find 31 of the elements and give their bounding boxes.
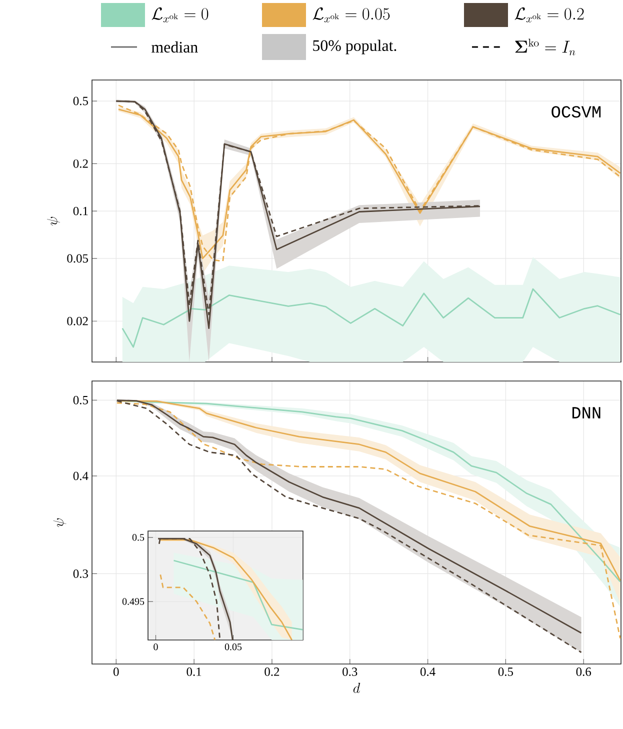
y-tick-label: 0.2	[73, 159, 88, 168]
y-tick-label: 0.4	[73, 472, 88, 480]
text: 50% populat.	[313, 40, 396, 54]
y-axis-title: $\psi$	[53, 518, 66, 527]
y-axis-title: $\psi$	[47, 216, 60, 226]
x-tick-label: 0	[114, 668, 119, 676]
text: DNN	[572, 407, 600, 418]
x-tick-label: 0.1	[186, 668, 202, 676]
y-tick-label: 0.5	[73, 396, 88, 404]
text: $\mathbf{\Sigma}^{\mathrm{ko}} = I_n$	[515, 38, 576, 56]
y-tick-label: 0.05	[67, 254, 88, 263]
legend-label: $\mathcal{L}_{x^{\mathrm{ok}}} = 0.05$	[312, 7, 390, 22]
y-tick-label: 0.1	[73, 206, 88, 216]
legend-label: $\mathcal{L}_{x^{\mathrm{ok}}} = 0$	[152, 7, 208, 22]
line-series	[122, 288, 621, 348]
legend-label: $\mathcal{L}_{x^{\mathrm{ok}}} = 0.2$	[514, 7, 584, 22]
x-tick-label: 0.6	[576, 668, 592, 676]
x-axis-title: $d$	[353, 682, 360, 693]
y-tick-label: 0.3	[73, 569, 88, 578]
text: median	[152, 41, 198, 53]
y-tick-label: 0.495	[122, 598, 144, 605]
x-tick-label: 0.2	[264, 668, 280, 676]
x-tick-label: 0.3	[342, 668, 358, 676]
y-tick-label: 0.02	[67, 316, 88, 326]
x-tick-label: 0	[154, 644, 158, 650]
x-tick-label: 0.5	[498, 668, 513, 676]
y-tick-label: 0.5	[73, 96, 88, 106]
x-tick-label: 0.4	[420, 668, 436, 676]
line-series	[173, 560, 303, 630]
text: OCSVM	[552, 106, 601, 118]
line-series	[160, 574, 216, 640]
